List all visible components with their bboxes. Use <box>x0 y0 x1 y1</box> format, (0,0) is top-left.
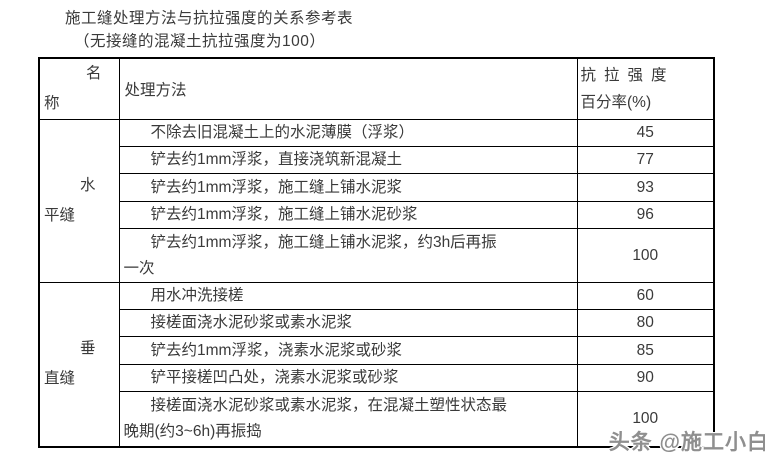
group-label-horizontal-joint: 水 平缝 <box>38 119 120 283</box>
value-cell: 60 <box>576 282 715 310</box>
group-label-line2: 平缝 <box>44 207 76 224</box>
col-header-name-line1: 名 <box>86 65 102 82</box>
col-header-strength: 抗拉强度 百分率(%) <box>576 57 715 120</box>
group-label-line1: 水 <box>80 177 96 194</box>
value-cell: 100 <box>576 228 715 283</box>
value-cell: 93 <box>576 173 715 202</box>
method-cell: 铲去约1mm浮浆，施工缝上铺水泥浆 <box>118 173 578 202</box>
value-cell: 96 <box>576 201 715 229</box>
method-cell: 不除去旧混凝土上的水泥薄膜（浮浆） <box>118 119 578 147</box>
table-row: 接槎面浇水泥砂浆或素水泥浆，在混凝土塑性状态最 晚期(约3~6h)再振捣 100 <box>39 391 715 447</box>
watermark: 头条 @施工小白 <box>608 431 765 454</box>
table-row: 铲去约1mm浮浆，施工缝上铺水泥浆 93 <box>39 173 715 202</box>
table-row: 铲去约1mm浮浆，施工缝上铺水泥砂浆 96 <box>39 201 715 229</box>
method-cell: 铲去约1mm浮浆，直接浇筑新混凝土 <box>118 146 578 174</box>
table-row: 铲去约1mm浮浆，直接浇筑新混凝土 77 <box>39 146 715 174</box>
table-row: 铲平接槎凹凸处，浇素水泥浆或砂浆 90 <box>39 364 715 392</box>
value-cell: 90 <box>576 364 715 392</box>
value-cell: 100 <box>576 391 715 447</box>
col-header-name-line2: 称 <box>44 95 60 112</box>
group-label-line1: 垂 <box>80 340 96 358</box>
col-header-name: 名 称 <box>38 57 120 120</box>
value-cell: 77 <box>576 146 715 174</box>
method-cell: 铲去约1mm浮浆，施工缝上铺水泥浆，约3h后再振 一次 <box>118 228 578 283</box>
group-label-vertical-joint: 垂 直缝 <box>38 282 120 447</box>
group-label-line2: 直缝 <box>44 370 76 388</box>
reference-table: 名 称 处理方法 抗拉强度 百分率(%) 水 平缝 不除去旧混凝土上的水泥薄膜（… <box>38 57 715 448</box>
value-cell: 80 <box>576 309 715 337</box>
page-title: 施工缝处理方法与抗拉强度的关系参考表 <box>65 10 354 27</box>
col-header-strength-line2: 百分率(%) <box>580 94 652 111</box>
method-cell: 铲去约1mm浮浆，浇素水泥浆或砂浆 <box>118 336 578 365</box>
method-cell: 接槎面浇水泥砂浆或素水泥浆，在混凝土塑性状态最 晚期(约3~6h)再振捣 <box>118 391 578 447</box>
page-subtitle: （无接缝的混凝土抗拉强度为100） <box>74 33 326 50</box>
table-row: 水 平缝 不除去旧混凝土上的水泥薄膜（浮浆） 45 <box>38 119 715 283</box>
value-cell: 85 <box>576 336 715 365</box>
method-cell: 用水冲洗接槎 <box>118 282 578 310</box>
table-header-row: 名 称 处理方法 抗拉强度 百分率(%) <box>38 57 715 120</box>
method-cell: 铲平接槎凹凸处，浇素水泥浆或砂浆 <box>118 364 578 392</box>
table-row: 接槎面浇水泥砂浆或素水泥浆 80 <box>39 309 715 337</box>
value-cell: 45 <box>576 119 715 147</box>
col-header-strength-line1: 抗拉强度 <box>580 67 675 84</box>
table-row: 垂 直缝 用水冲洗接槎 60 <box>38 282 715 447</box>
method-cell: 接槎面浇水泥砂浆或素水泥浆 <box>118 309 578 337</box>
col-header-method: 处理方法 <box>118 57 578 120</box>
method-cell: 铲去约1mm浮浆，施工缝上铺水泥砂浆 <box>118 201 578 229</box>
table-row: 铲去约1mm浮浆，浇素水泥浆或砂浆 85 <box>39 336 715 365</box>
table-row: 铲去约1mm浮浆，施工缝上铺水泥浆，约3h后再振 一次 100 <box>39 228 715 283</box>
